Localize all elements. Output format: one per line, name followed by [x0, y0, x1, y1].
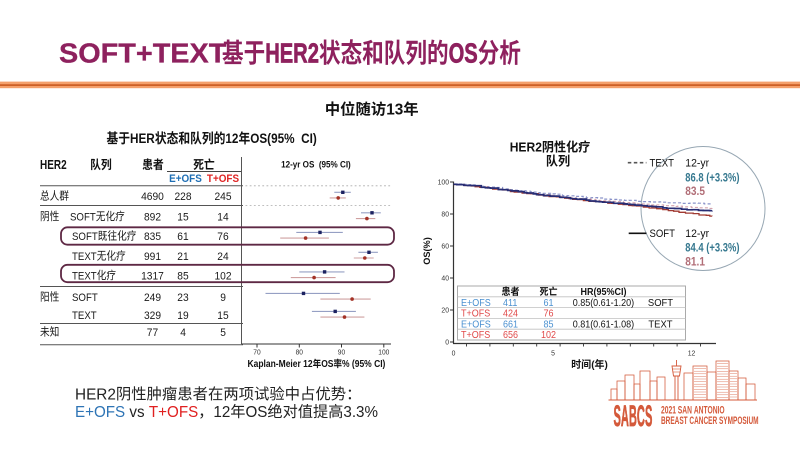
svg-text:SOFT: SOFT [70, 211, 96, 224]
svg-text:19: 19 [177, 309, 188, 321]
svg-text:13: 13 [386, 102, 403, 119]
svg-text:TEXT: TEXT [648, 319, 672, 331]
svg-text:15: 15 [177, 211, 188, 223]
svg-text:80: 80 [441, 211, 449, 218]
svg-text:12: 12 [688, 350, 696, 357]
svg-text:661: 661 [503, 319, 518, 331]
svg-text:SOFT: SOFT [72, 230, 98, 243]
svg-text:BREAST CANCER SYMPOSIUM: BREAST CANCER SYMPOSIUM [661, 414, 759, 426]
svg-text:85: 85 [177, 270, 188, 282]
svg-text:HER: HER [130, 130, 155, 146]
svg-text:83.5: 83.5 [685, 185, 705, 198]
svg-text:14: 14 [217, 211, 228, 223]
svg-text:70: 70 [253, 349, 261, 356]
svg-text:0: 0 [452, 350, 456, 357]
svg-text:228: 228 [175, 190, 192, 202]
svg-text:24: 24 [217, 250, 228, 262]
svg-text:E+OFS: E+OFS [75, 404, 125, 421]
svg-text:20: 20 [441, 307, 449, 314]
svg-text:E+OFS: E+OFS [461, 297, 491, 309]
svg-text:SOFT+TEXT: SOFT+TEXT [59, 38, 227, 70]
svg-text:OS(%): OS(%) [422, 237, 432, 265]
svg-text:90: 90 [338, 349, 346, 356]
svg-text:76: 76 [544, 308, 554, 320]
svg-text:5: 5 [220, 326, 226, 338]
svg-text:OS: OS [321, 359, 333, 370]
svg-text:102: 102 [215, 270, 232, 282]
svg-text:61: 61 [544, 297, 554, 309]
svg-text:84.4 (+3.3%): 84.4 (+3.3%) [685, 241, 739, 254]
svg-text:(: ( [591, 360, 595, 371]
svg-text:23: 23 [177, 291, 188, 303]
svg-text:5: 5 [551, 350, 555, 357]
svg-text:4: 4 [180, 326, 186, 338]
svg-text:2021 SAN ANTONIO: 2021 SAN ANTONIO [661, 404, 725, 416]
svg-text:T+OFS: T+OFS [149, 404, 198, 421]
svg-text:SOFT: SOFT [650, 229, 676, 241]
svg-text:HER2: HER2 [75, 386, 116, 403]
svg-text:40: 40 [441, 275, 449, 282]
svg-text:HER2: HER2 [40, 159, 67, 172]
svg-text:100: 100 [438, 179, 449, 186]
svg-text:HER2: HER2 [510, 140, 542, 154]
svg-text:86.8 (+3.3%): 86.8 (+3.3%) [685, 171, 739, 184]
svg-text:424: 424 [503, 308, 518, 320]
svg-text:245: 245 [215, 190, 232, 202]
svg-text:991: 991 [144, 250, 161, 262]
svg-text:892: 892 [144, 211, 161, 223]
svg-text:SABCS: SABCS [614, 399, 653, 432]
svg-text:T+OFS: T+OFS [207, 174, 239, 186]
svg-text:OS(95% CI): OS(95% CI) [250, 130, 317, 146]
svg-text:411: 411 [503, 297, 517, 309]
svg-text:85: 85 [544, 319, 554, 331]
svg-text:60: 60 [441, 243, 449, 250]
svg-text:3.3%: 3.3% [343, 404, 378, 421]
svg-text:SOFT: SOFT [72, 291, 98, 304]
svg-text:TEXT: TEXT [72, 309, 97, 322]
svg-text:21: 21 [177, 250, 188, 262]
svg-text:T+OFS: T+OFS [461, 330, 490, 342]
svg-text:vs: vs [125, 404, 149, 421]
svg-text:100: 100 [378, 349, 389, 356]
svg-text:4690: 4690 [141, 190, 164, 202]
svg-text:329: 329 [144, 309, 161, 321]
svg-text:12-yr: 12-yr [685, 157, 709, 169]
svg-text:80: 80 [296, 349, 304, 356]
svg-text:): ) [605, 360, 608, 371]
svg-text:SOFT: SOFT [648, 297, 673, 309]
svg-text:HER2: HER2 [265, 38, 319, 69]
svg-text:61: 61 [177, 230, 188, 242]
svg-text:12: 12 [225, 130, 238, 146]
svg-text:12-yr OS (95% CI): 12-yr OS (95% CI) [281, 159, 351, 170]
svg-text:% (95% CI): % (95% CI) [342, 359, 385, 370]
svg-text:1317: 1317 [141, 270, 164, 282]
svg-text:Kaplan-Meier 12: Kaplan-Meier 12 [248, 359, 313, 370]
svg-text:OS: OS [449, 38, 478, 69]
svg-text:OS: OS [246, 404, 268, 421]
svg-text:HR(95%CI): HR(95%CI) [581, 287, 627, 299]
svg-text:9: 9 [220, 291, 226, 303]
svg-text:77: 77 [147, 326, 158, 338]
svg-text:TEXT: TEXT [72, 250, 97, 263]
svg-text:249: 249 [144, 291, 161, 303]
svg-text:76: 76 [217, 230, 228, 242]
svg-text:0: 0 [445, 339, 449, 346]
svg-text:E+OFS: E+OFS [169, 174, 202, 186]
svg-text:T+OFS: T+OFS [461, 308, 490, 320]
svg-text:656: 656 [503, 330, 518, 342]
svg-text:15: 15 [217, 309, 228, 321]
svg-text:TEXT: TEXT [72, 270, 97, 283]
svg-text:0.85(0.61-1.20): 0.85(0.61-1.20) [573, 297, 634, 309]
svg-text:835: 835 [144, 230, 161, 242]
svg-text:12: 12 [213, 404, 230, 421]
svg-text:E+OFS: E+OFS [461, 319, 491, 331]
svg-text:102: 102 [541, 330, 556, 342]
svg-text:0.81(0.61-1.08): 0.81(0.61-1.08) [573, 319, 634, 331]
svg-text:TEXT: TEXT [650, 158, 675, 170]
svg-text:81.1: 81.1 [685, 256, 705, 269]
svg-text:12-yr: 12-yr [685, 228, 709, 240]
